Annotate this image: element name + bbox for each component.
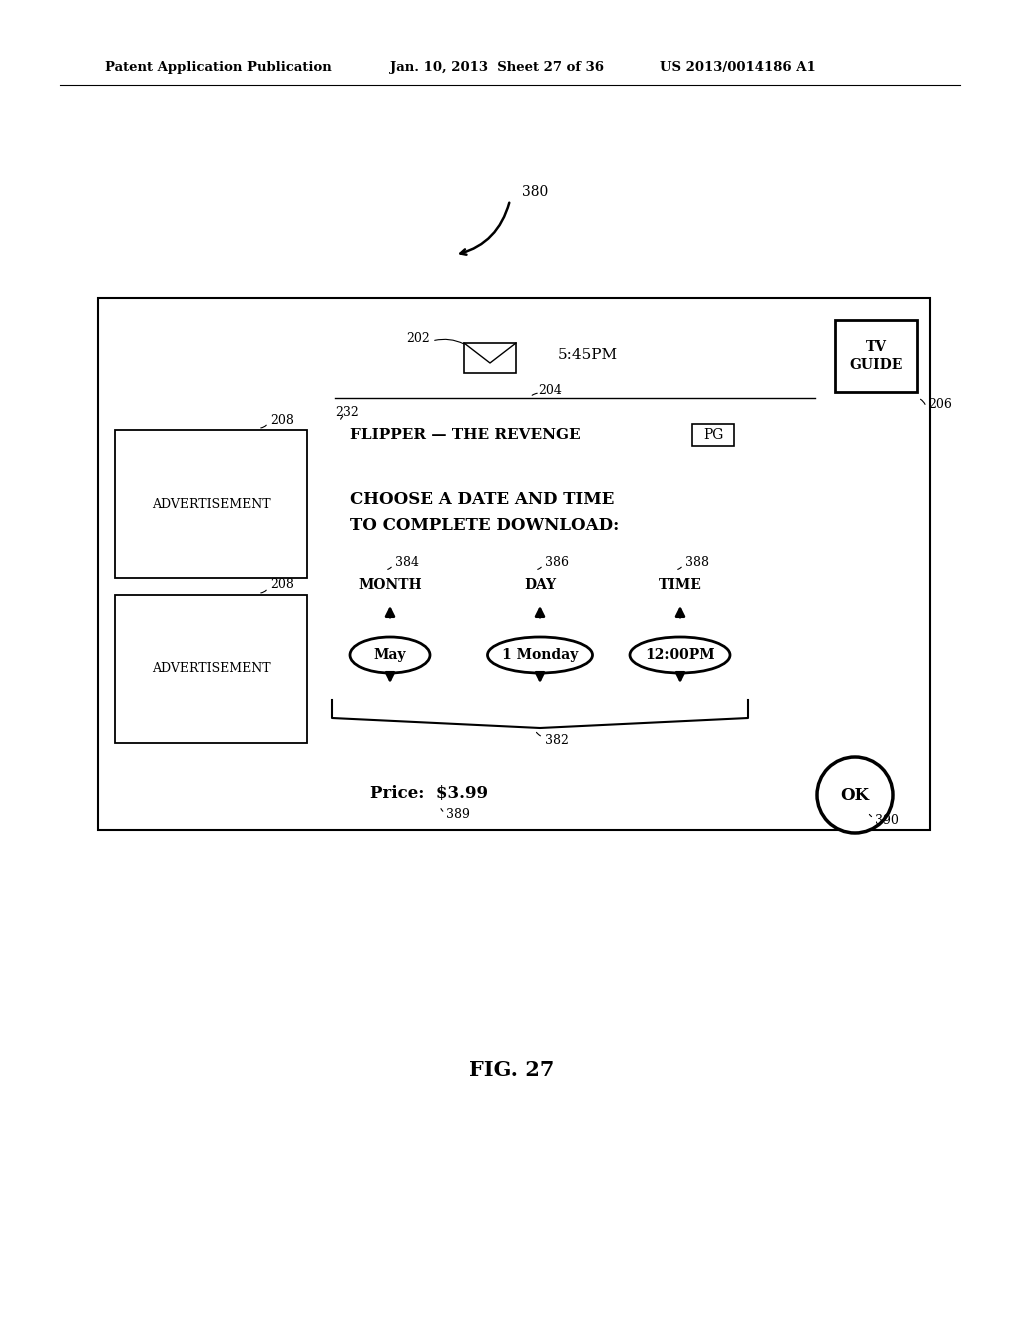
Text: FLIPPER — THE REVENGE: FLIPPER — THE REVENGE: [350, 428, 581, 442]
FancyBboxPatch shape: [115, 595, 307, 743]
Bar: [98, 298, 930, 830]
Text: 202: 202: [407, 331, 430, 345]
FancyBboxPatch shape: [692, 424, 734, 446]
Text: 12:00PM: 12:00PM: [645, 648, 715, 663]
Text: 386: 386: [545, 556, 569, 569]
Text: Patent Application Publication: Patent Application Publication: [105, 62, 332, 74]
Text: 208: 208: [270, 413, 294, 426]
FancyBboxPatch shape: [464, 343, 516, 374]
Ellipse shape: [630, 638, 730, 673]
Text: 390: 390: [874, 813, 899, 826]
Text: 384: 384: [395, 556, 419, 569]
Text: 388: 388: [685, 556, 709, 569]
Text: 380: 380: [522, 185, 548, 199]
Text: 208: 208: [270, 578, 294, 591]
Text: 204: 204: [538, 384, 562, 396]
Text: ADVERTISEMENT: ADVERTISEMENT: [152, 663, 270, 676]
Text: FIG. 27: FIG. 27: [469, 1060, 555, 1080]
FancyBboxPatch shape: [115, 430, 307, 578]
Text: MONTH: MONTH: [358, 578, 422, 591]
Text: CHOOSE A DATE AND TIME: CHOOSE A DATE AND TIME: [350, 491, 614, 508]
Ellipse shape: [350, 638, 430, 673]
FancyBboxPatch shape: [835, 319, 918, 392]
Text: TV
GUIDE: TV GUIDE: [849, 341, 903, 372]
Text: ADVERTISEMENT: ADVERTISEMENT: [152, 498, 270, 511]
Text: DAY: DAY: [524, 578, 556, 591]
Text: 232: 232: [335, 407, 358, 420]
Text: TIME: TIME: [658, 578, 701, 591]
Text: 5:45PM: 5:45PM: [558, 348, 618, 362]
Text: 382: 382: [545, 734, 569, 747]
Text: TO COMPLETE DOWNLOAD:: TO COMPLETE DOWNLOAD:: [350, 516, 620, 533]
Text: US 2013/0014186 A1: US 2013/0014186 A1: [660, 62, 816, 74]
Ellipse shape: [487, 638, 593, 673]
Text: Price:  $3.99: Price: $3.99: [370, 784, 488, 801]
Text: May: May: [374, 648, 407, 663]
Text: PG: PG: [702, 428, 723, 442]
Text: 389: 389: [446, 808, 470, 821]
Text: 1 Monday: 1 Monday: [502, 648, 579, 663]
Text: OK: OK: [841, 787, 869, 804]
Circle shape: [817, 756, 893, 833]
Text: Jan. 10, 2013  Sheet 27 of 36: Jan. 10, 2013 Sheet 27 of 36: [390, 62, 604, 74]
Text: 206: 206: [928, 399, 952, 412]
